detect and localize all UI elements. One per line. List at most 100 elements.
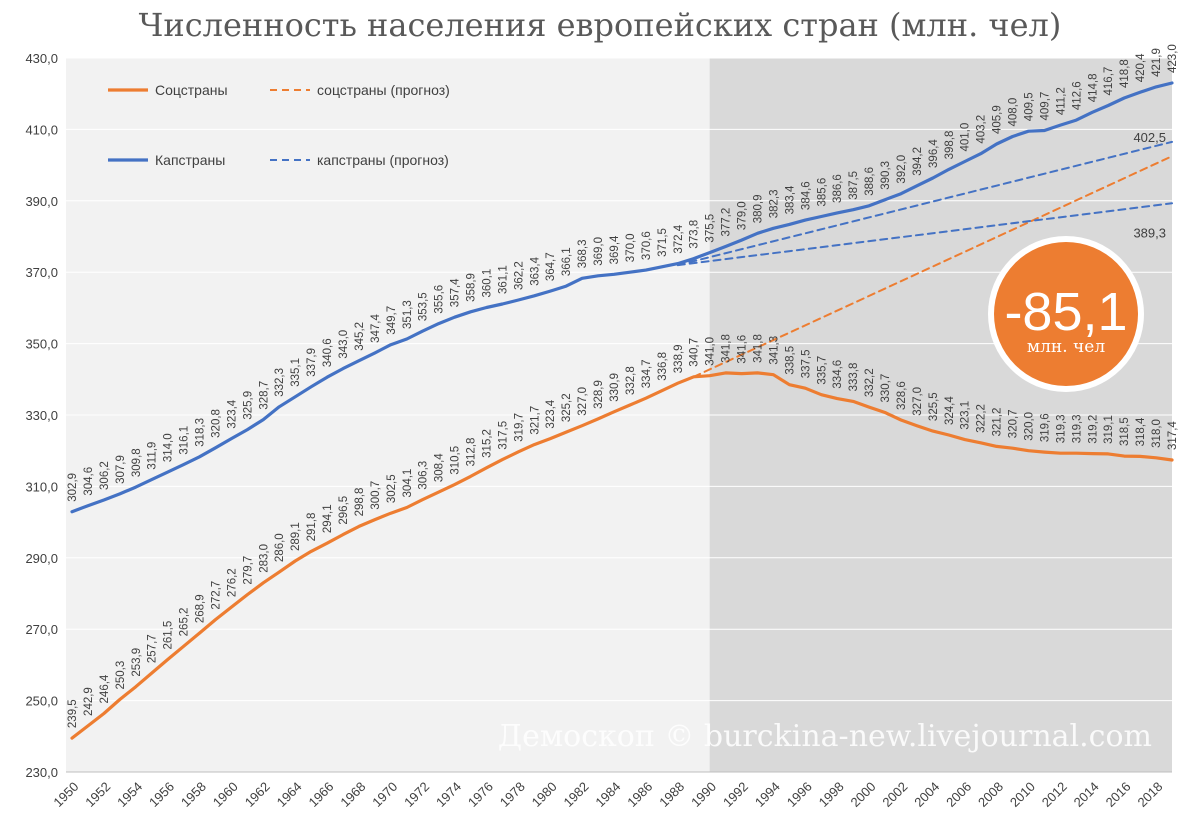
forecast-end-label: 402,5 xyxy=(1133,130,1166,145)
data-label: 320,8 xyxy=(210,409,222,438)
data-label: 242,9 xyxy=(83,687,95,716)
y-tick-label: 250,0 xyxy=(25,694,58,709)
data-label: 286,0 xyxy=(274,533,286,562)
data-label: 420,4 xyxy=(1135,53,1147,82)
data-label: 312,8 xyxy=(466,438,478,467)
data-label: 347,4 xyxy=(370,313,382,342)
data-label: 330,7 xyxy=(880,374,892,403)
data-label: 289,1 xyxy=(290,522,302,551)
x-tick-label: 2010 xyxy=(1007,779,1038,810)
data-label: 319,2 xyxy=(1087,415,1099,444)
y-tick-label: 430,0 xyxy=(25,51,58,66)
data-label: 380,9 xyxy=(753,195,765,224)
data-label: 294,1 xyxy=(322,504,334,533)
data-label: 411,2 xyxy=(1055,87,1067,115)
data-label: 337,9 xyxy=(306,348,318,377)
data-label: 409,5 xyxy=(1024,92,1036,121)
data-label: 325,9 xyxy=(242,391,254,420)
data-label: 257,7 xyxy=(147,634,159,663)
data-label: 319,1 xyxy=(1103,415,1115,444)
x-tick-label: 1962 xyxy=(242,779,273,810)
x-tick-label: 2014 xyxy=(1071,779,1102,810)
data-label: 330,9 xyxy=(609,373,621,402)
data-label: 338,5 xyxy=(784,346,796,375)
y-tick-label: 390,0 xyxy=(25,194,58,209)
data-label: 323,1 xyxy=(960,401,972,430)
data-label: 268,9 xyxy=(195,594,207,623)
data-label: 291,8 xyxy=(306,513,318,542)
data-label: 398,8 xyxy=(944,131,956,160)
data-label: 372,4 xyxy=(673,224,685,253)
data-label: 368,3 xyxy=(577,239,589,268)
data-label: 283,0 xyxy=(258,544,270,573)
badge-value: -85,1 xyxy=(1004,282,1127,342)
x-tick-label: 2008 xyxy=(975,779,1006,810)
data-label: 340,7 xyxy=(689,338,701,367)
data-label: 333,8 xyxy=(848,363,860,392)
x-tick-label: 2004 xyxy=(911,779,942,810)
data-label: 324,4 xyxy=(944,396,956,425)
data-label: 390,3 xyxy=(880,161,892,190)
data-label: 310,5 xyxy=(450,446,462,475)
data-label: 340,6 xyxy=(322,338,334,367)
data-label: 363,4 xyxy=(529,256,541,285)
data-label: 314,0 xyxy=(163,433,175,462)
data-label: 323,4 xyxy=(226,399,238,428)
legend-label: соцстраны (прогноз) xyxy=(317,82,450,98)
data-label: 341,8 xyxy=(721,334,733,363)
data-label: 300,7 xyxy=(370,481,382,510)
data-label: 328,9 xyxy=(593,380,605,409)
series-line-3 xyxy=(676,140,1173,267)
data-label: 392,0 xyxy=(896,155,908,184)
data-label: 279,7 xyxy=(242,556,254,585)
data-label: 319,6 xyxy=(1039,413,1051,442)
data-label: 323,4 xyxy=(545,399,557,428)
data-label: 370,0 xyxy=(625,233,637,262)
data-label: 304,1 xyxy=(402,469,414,498)
x-tick-label: 1994 xyxy=(752,779,783,810)
series-lines xyxy=(70,81,1174,740)
data-label: 302,9 xyxy=(67,473,79,502)
x-tick-label: 1954 xyxy=(114,779,145,810)
legend-label: Соцстраны xyxy=(155,82,228,98)
x-tick-label: 1960 xyxy=(210,779,241,810)
data-label: 334,6 xyxy=(832,360,844,389)
data-label: 409,7 xyxy=(1039,92,1051,121)
data-label: 385,6 xyxy=(816,178,828,207)
data-label: 405,9 xyxy=(992,105,1004,134)
data-label: 239,5 xyxy=(67,699,79,728)
data-label: 366,1 xyxy=(561,247,573,276)
data-label: 318,0 xyxy=(1151,419,1163,448)
data-label: 306,2 xyxy=(99,461,111,490)
watermark: Демоскоп © burckina-new.livejournal.com xyxy=(498,719,1152,754)
watermark-text: Демоскоп © burckina-new.livejournal.com xyxy=(498,719,1152,754)
y-tick-label: 270,0 xyxy=(25,622,58,637)
data-label: 335,1 xyxy=(290,358,302,387)
data-label: 321,7 xyxy=(529,406,541,435)
data-label: 408,0 xyxy=(1008,98,1020,127)
data-label: 403,2 xyxy=(976,115,988,144)
x-tick-label: 1982 xyxy=(561,779,592,810)
data-label: 341,6 xyxy=(737,335,749,364)
data-label: 308,4 xyxy=(434,453,446,482)
data-label: 345,2 xyxy=(354,322,366,351)
data-label: 353,5 xyxy=(418,292,430,321)
x-tick-label: 1968 xyxy=(337,779,368,810)
data-label: 320,7 xyxy=(1008,409,1020,438)
x-tick-label: 2000 xyxy=(848,779,879,810)
data-label: 325,2 xyxy=(561,393,573,422)
x-tick-label: 1988 xyxy=(656,779,687,810)
data-label: 332,2 xyxy=(864,368,876,397)
data-label: 332,3 xyxy=(274,368,286,397)
data-labels: 239,5 242,9 246,4 250,3 253,9 257,7 261,5 265,2… xyxy=(67,44,1179,728)
y-tick-label: 350,0 xyxy=(25,337,58,352)
x-tick-label: 2006 xyxy=(943,779,974,810)
data-label: 322,2 xyxy=(976,404,988,433)
data-label: 253,9 xyxy=(131,648,143,677)
data-label: 332,8 xyxy=(625,366,637,395)
legend-label: капстраны (прогноз) xyxy=(317,152,449,168)
data-label: 379,0 xyxy=(737,201,749,230)
x-tick-label: 1974 xyxy=(433,779,464,810)
data-label: 382,3 xyxy=(768,190,780,219)
